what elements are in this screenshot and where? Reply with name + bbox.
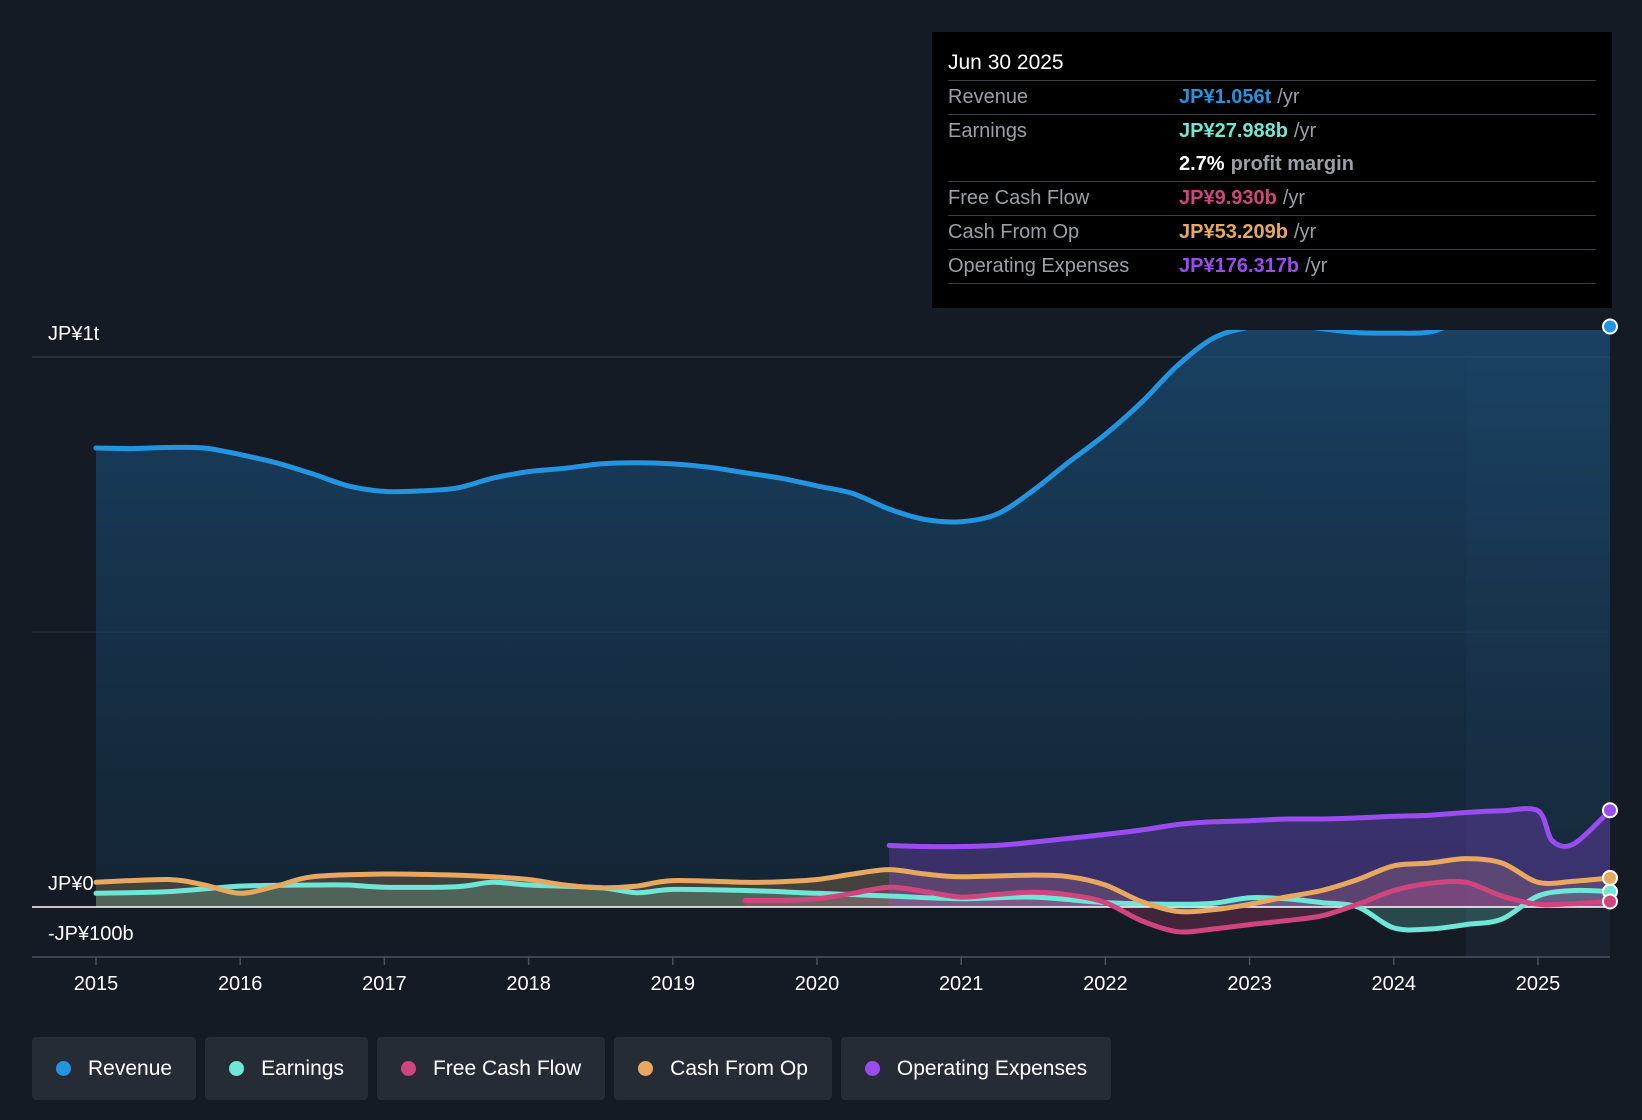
legend-item-free-cash-flow[interactable]: Free Cash Flow	[376, 1037, 606, 1100]
x-tick-label: 2023	[1227, 973, 1272, 995]
tooltip-row-earnings: Earnings JP¥27.988b /yr	[948, 115, 1596, 148]
free-cash-flow-line	[742, 878, 1610, 935]
tooltip-date: Jun 30 2025	[948, 46, 1596, 81]
tooltip-opex-value: JP¥176.317b	[1179, 255, 1300, 277]
free-cash-flow-area	[744, 881, 1610, 933]
x-tick-label: 2021	[939, 973, 984, 995]
x-tick-label: 2024	[1372, 973, 1417, 995]
tooltip-fcf-value: JP¥9.930b	[1179, 187, 1277, 209]
tooltip-fcf-unit: /yr	[1282, 187, 1306, 209]
tooltip-opex-label: Operating Expenses	[948, 255, 1130, 277]
cash-from-op-line	[93, 856, 1610, 915]
x-tick-label: 2018	[506, 973, 551, 995]
cash-from-op-area	[96, 858, 1610, 912]
tooltip-fcf-label: Free Cash Flow	[948, 187, 1090, 209]
legend-label: Revenue	[88, 1056, 173, 1080]
series-fills	[96, 330, 1610, 933]
x-tick-label: 2025	[1516, 973, 1561, 995]
earnings-line	[93, 879, 1610, 933]
series-lines	[93, 330, 1610, 935]
tooltip-earnings-value: JP¥27.988b	[1179, 120, 1288, 142]
tooltip-row-fcf: Free Cash Flow JP¥9.930b /yr	[948, 182, 1596, 216]
legend-item-earnings[interactable]: Earnings	[205, 1037, 368, 1100]
operating-expenses-line	[886, 806, 1610, 850]
tooltip-row-revenue: Revenue JP¥1.056t /yr	[948, 81, 1596, 115]
x-tick-label: 2015	[74, 973, 119, 995]
legend-label: Earnings	[261, 1056, 344, 1080]
tooltip-revenue-unit: /yr	[1277, 86, 1300, 108]
legend-dot-icon	[56, 1061, 71, 1076]
tooltip-cfo-label: Cash From Op	[948, 221, 1080, 243]
legend: Revenue Earnings Free Cash Flow Cash Fro…	[32, 1037, 1112, 1100]
x-tick-label: 2022	[1083, 973, 1128, 995]
earnings-area	[96, 882, 1610, 930]
legend-dot-icon	[638, 1061, 654, 1076]
tooltip-margin-text: profit margin	[1230, 153, 1354, 175]
tooltip-earnings-label: Earnings	[948, 120, 1027, 142]
x-tick-label: 2019	[651, 973, 696, 995]
series-end-markers	[1602, 318, 1618, 910]
y-label-zero: JP¥0	[48, 873, 94, 895]
operating-expenses-end-marker	[1602, 802, 1618, 819]
legend-label: Cash From Op	[670, 1056, 808, 1080]
x-tick-label: 2017	[362, 973, 407, 995]
tooltip-row-cfo: Cash From Op JP¥53.209b /yr	[948, 216, 1596, 250]
y-label-bottom: -JP¥100b	[48, 923, 134, 945]
tooltip-revenue-value: JP¥1.056t	[1179, 86, 1272, 108]
revenue-line	[93, 330, 1446, 525]
cash-from-op-end-marker	[1602, 869, 1618, 886]
tooltip-cfo-unit: /yr	[1293, 221, 1317, 243]
tooltip-row-opex: Operating Expenses JP¥176.317b /yr	[948, 250, 1596, 284]
legend-dot-icon	[864, 1061, 880, 1076]
tooltip-revenue-label: Revenue	[948, 86, 1029, 108]
tooltip-row-margin: 2.7% profit margin	[948, 148, 1596, 182]
x-axis-ticks: 2015 2016 2017 2018 2019 2020 2021 2022 2023 2024…	[74, 957, 1561, 995]
legend-dot-icon	[400, 1061, 416, 1076]
revenue-end-marker	[1602, 318, 1618, 335]
tooltip-opex-unit: /yr	[1305, 255, 1328, 277]
legend-item-cash-from-op[interactable]: Cash From Op	[614, 1037, 832, 1100]
legend-dot-icon	[229, 1061, 245, 1076]
legend-label: Free Cash Flow	[432, 1056, 582, 1080]
x-tick-label: 2016	[218, 973, 263, 995]
tooltip-earnings-unit: /yr	[1293, 120, 1317, 142]
legend-item-operating-expenses[interactable]: Operating Expenses	[840, 1037, 1112, 1100]
free-cash-flow-end-marker	[1602, 893, 1618, 910]
x-tick-label: 2020	[795, 973, 840, 995]
legend-item-revenue[interactable]: Revenue	[32, 1037, 197, 1100]
y-label-top: JP¥1t	[48, 323, 100, 345]
tooltip-cfo-value: JP¥53.209b	[1179, 221, 1288, 243]
revenue-area	[96, 330, 1610, 907]
tooltip-margin-value: 2.7%	[1179, 153, 1225, 175]
legend-label: Operating Expenses	[896, 1056, 1088, 1080]
data-tooltip: Jun 30 2025 Revenue JP¥1.056t /yr Earnin…	[932, 32, 1612, 308]
